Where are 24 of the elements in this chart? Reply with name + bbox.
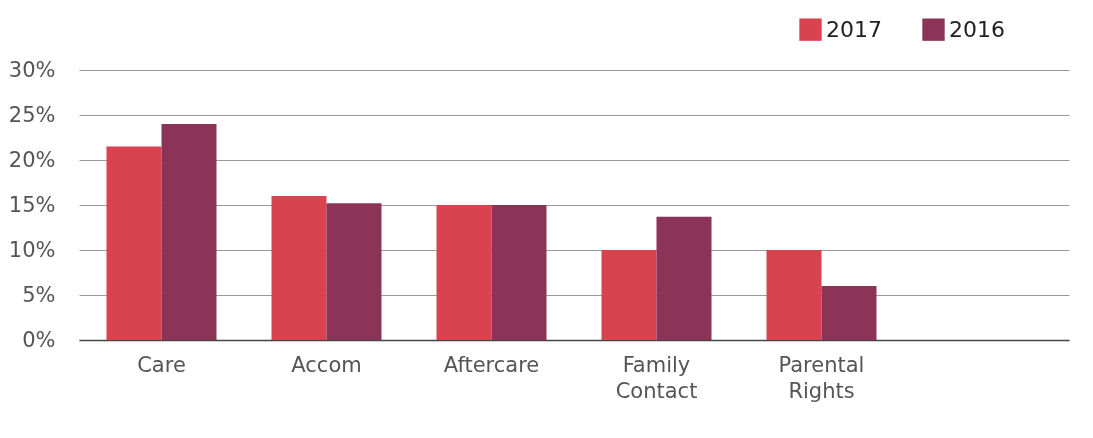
bar xyxy=(491,205,547,340)
bar xyxy=(326,203,382,340)
y-tick-label: 15% xyxy=(8,192,56,217)
x-tick-label: Parental Rights xyxy=(778,352,865,403)
bar xyxy=(436,205,492,340)
y-tick-label: 30% xyxy=(8,57,56,82)
y-tick-label: 25% xyxy=(8,102,56,127)
bar xyxy=(601,250,657,340)
bar xyxy=(766,250,822,340)
bar xyxy=(271,196,327,340)
y-tick-label: 0% xyxy=(22,327,56,352)
x-tick-label: Family Contact xyxy=(615,352,698,403)
bar xyxy=(656,216,712,340)
bar xyxy=(161,124,217,340)
x-tick-label: Accom xyxy=(291,352,362,377)
y-tick-label: 20% xyxy=(8,147,56,172)
bar xyxy=(821,286,877,340)
y-tick-label: 10% xyxy=(8,237,56,262)
y-tick-label: 5% xyxy=(22,282,56,307)
legend-label: 2017 xyxy=(826,16,882,42)
legend-label: 2016 xyxy=(949,16,1005,42)
bar xyxy=(106,146,162,340)
x-tick-label: Care xyxy=(137,352,186,377)
x-tick-label: Aftercare xyxy=(443,352,540,377)
